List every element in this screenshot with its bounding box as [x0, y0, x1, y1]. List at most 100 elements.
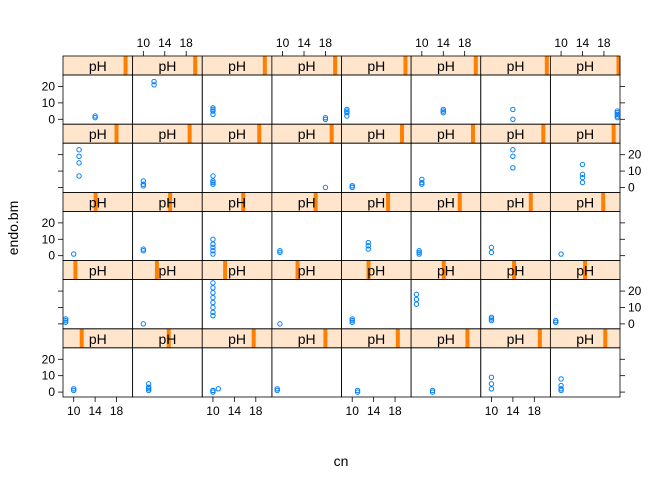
strip-background — [480, 192, 551, 212]
data-point — [322, 184, 329, 191]
strip-label: pH — [507, 194, 525, 210]
y-tick-label: 10 — [42, 369, 56, 383]
strip-background — [202, 192, 272, 212]
strip-background — [341, 260, 412, 280]
panel: pH — [341, 191, 412, 261]
data-point — [510, 153, 516, 160]
data-point — [579, 174, 586, 181]
x-tick-label: 10 — [346, 404, 360, 418]
panel: pH — [410, 123, 482, 193]
strip-background — [63, 260, 133, 280]
panel: pH — [201, 260, 273, 330]
panel: pH — [132, 260, 203, 330]
x-axis-title: cn — [334, 453, 349, 469]
x-tick-label: 10 — [485, 404, 499, 418]
data-point — [215, 386, 222, 392]
data-point — [510, 116, 516, 122]
x-tick-label: 18 — [110, 404, 124, 418]
strip-background — [202, 56, 272, 75]
panel: pH — [62, 191, 134, 261]
panel-grid: pH pH pH pH pH pH pH pH pH pH pH pH pH pH pH pH pH pH pH pH… — [62, 55, 621, 398]
data-point — [614, 111, 621, 118]
panel-frame — [62, 210, 134, 261]
x-tick-label: 18 — [180, 36, 194, 50]
y-tick-label: 20 — [42, 352, 56, 366]
strip-level-indicator — [329, 124, 334, 144]
strip-label: pH — [298, 194, 316, 210]
strip-background — [411, 56, 481, 75]
y-tick-label: 10 — [42, 232, 56, 246]
data-point — [429, 389, 436, 395]
data-point — [440, 108, 446, 114]
x-tick-label: 14 — [158, 36, 172, 50]
y-tick-label: 20 — [628, 148, 642, 162]
strip-background — [411, 328, 481, 348]
data-point — [510, 165, 516, 171]
data-point — [62, 319, 69, 325]
panel-frame — [549, 347, 621, 398]
strip-level-indicator — [187, 124, 192, 144]
panel-frame — [271, 74, 342, 125]
x-tick-label: 14 — [228, 404, 242, 418]
x-tick-label: 18 — [319, 36, 333, 50]
data-point — [349, 183, 355, 189]
x-tick-label: 10 — [206, 404, 220, 418]
strip-label: pH — [576, 126, 594, 142]
strip-level-indicator — [295, 260, 300, 280]
data-point — [322, 116, 329, 122]
strip-label: pH — [158, 331, 176, 347]
strip-background — [480, 328, 551, 348]
panel-frame — [480, 74, 551, 125]
strip-level-indicator — [465, 328, 470, 348]
data-point — [210, 290, 216, 296]
strip-background — [341, 328, 412, 348]
strip-level-indicator — [79, 328, 84, 348]
panel: pH — [132, 123, 203, 193]
data-point — [92, 113, 98, 119]
strip-level-indicator — [251, 328, 256, 348]
x-tick-label: 10 — [554, 36, 568, 50]
panel: pH — [341, 55, 412, 125]
data-point — [429, 387, 436, 394]
strip-label: pH — [507, 58, 525, 74]
data-point — [71, 386, 77, 392]
y-tick-label: 0 — [48, 249, 55, 263]
strip-background — [550, 56, 620, 75]
data-point — [488, 249, 495, 256]
strip-level-indicator — [512, 260, 517, 280]
strip-level-indicator — [313, 192, 318, 212]
panel-frame — [410, 347, 482, 398]
panel: pH — [132, 55, 203, 125]
data-point — [210, 285, 216, 291]
data-point — [614, 114, 621, 121]
strip-background — [480, 56, 551, 75]
panel: pH — [480, 191, 551, 261]
x-tick-label: 18 — [249, 404, 263, 418]
data-point — [510, 147, 516, 153]
strip-level-indicator — [601, 192, 606, 212]
strip-background — [271, 192, 342, 212]
strip-level-indicator — [223, 260, 228, 280]
data-point — [344, 106, 350, 113]
strip-label: pH — [158, 194, 176, 210]
strip-label: pH — [298, 331, 316, 347]
panel: pH — [201, 328, 273, 398]
panel-frame — [480, 210, 551, 261]
strip-background — [550, 124, 620, 144]
data-point — [354, 387, 361, 394]
strip-label: pH — [228, 126, 246, 142]
strip-label: pH — [89, 194, 107, 210]
data-point — [419, 181, 425, 187]
panel: pH — [271, 328, 342, 398]
strip-background — [341, 124, 412, 144]
x-tick-label: 14 — [506, 404, 520, 418]
panel: pH — [549, 328, 621, 398]
data-point — [277, 248, 283, 254]
strip-label: pH — [158, 126, 176, 142]
x-tick-label: 18 — [597, 36, 611, 50]
data-point — [277, 249, 283, 256]
panel: pH — [132, 191, 203, 261]
strip-label: pH — [437, 331, 455, 347]
strip-level-indicator — [93, 192, 98, 212]
strip-label: pH — [367, 194, 385, 210]
